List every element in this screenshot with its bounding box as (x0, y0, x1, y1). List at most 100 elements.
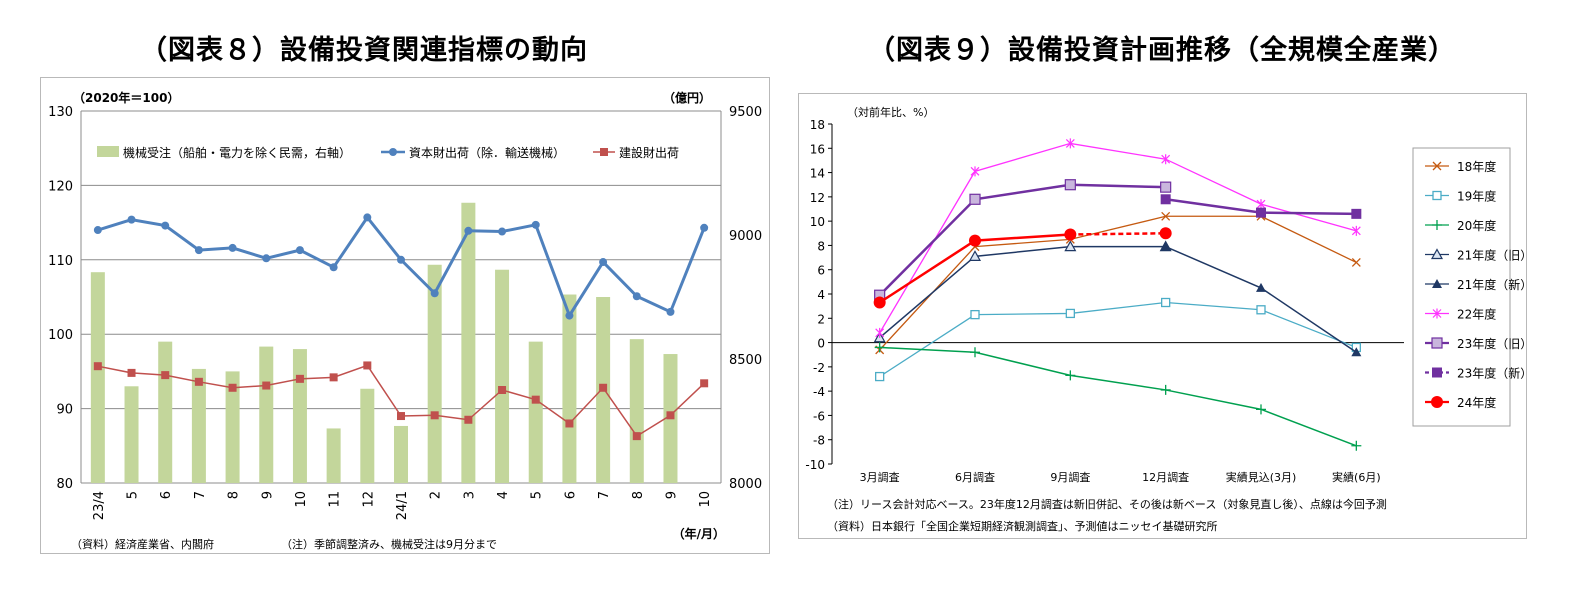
machinery-orders-bar (394, 425, 408, 483)
capital-goods-point (599, 258, 608, 267)
capex-plan-chart-frame: （対前年比、%） （注）リース会計対応ベース。23年度12月調査は新旧併記、その… (798, 93, 1532, 539)
x-tick-label: 9 (260, 491, 275, 499)
y-tick-label-left: 100 (48, 328, 73, 343)
series-point (873, 296, 886, 309)
legend-label: 24年度 (1457, 395, 1496, 410)
legend-construction: 建設財出荷 (619, 145, 679, 160)
y-tick-label: 14 (810, 167, 825, 181)
y-tick-label-left: 130 (48, 105, 73, 120)
y-tick-label: -6 (813, 409, 825, 423)
x-tick-label: 6月調査 (955, 470, 995, 484)
series-point (970, 309, 980, 320)
x-tick-label: 実績見込(3月) (1226, 470, 1297, 484)
series-point (1159, 227, 1172, 240)
construction-point (329, 373, 338, 382)
machinery-orders-bar (90, 272, 105, 483)
series-point (1256, 207, 1266, 218)
series-point (1351, 440, 1362, 451)
construction-point (565, 419, 574, 428)
legend-marker (1430, 248, 1444, 260)
series-point (969, 234, 981, 247)
capital-goods-point (531, 220, 540, 229)
y-tick-label: 16 (810, 142, 825, 156)
legend-marker (1432, 190, 1442, 201)
x-tick-label: 9月調査 (1050, 470, 1090, 484)
capex-indicators-chart-frame: （2020年＝100） （億円） （資料）経済産業省、内閣府 （注）季節調整済み… (40, 77, 770, 554)
y-tick-label: 12 (810, 191, 825, 205)
left-axis-unit: （2020年＝100） (73, 90, 179, 105)
x-tick-label: 12 (361, 491, 376, 508)
legend-marker (1432, 367, 1442, 378)
machinery-orders-bar (124, 386, 139, 483)
right-footnote: （注）リース会計対応ベース。23年度12月調査は新旧併記、その後は新ベース（対象… (827, 497, 1387, 511)
machinery-orders-bar (259, 346, 274, 483)
capital-goods-point (464, 226, 473, 235)
x-tick-label: 12月調査 (1142, 470, 1189, 484)
machinery-orders-bar (292, 349, 307, 483)
capital-goods-point (295, 246, 304, 255)
construction-line (97, 364, 705, 438)
capital-goods-point (262, 254, 271, 263)
series-point (1256, 305, 1266, 315)
legend-label: 22年度 (1457, 307, 1496, 322)
legend-label: 23年度（旧） (1457, 336, 1526, 351)
right-source-note: （資料）日本銀行「全国企業短期経済観測調査」、予測値はニッセイ基礎研究所 (827, 519, 1218, 533)
series-point (1256, 199, 1266, 210)
series-point (1161, 297, 1171, 308)
y-tick-label-right: 8000 (729, 477, 762, 492)
machinery-orders-bar (461, 202, 476, 483)
series-point (875, 371, 885, 382)
legend-label: 19年度 (1457, 189, 1496, 204)
legend-capital-goods: 資本財出荷（除．輸送機械） (409, 145, 565, 160)
series-point (1256, 404, 1266, 415)
legend-marker (1431, 337, 1443, 349)
series-point (1256, 282, 1266, 292)
legend-marker (1431, 396, 1443, 408)
x-tick-label: 実績(6月) (1332, 470, 1381, 484)
x-axis-unit: （年/月） (673, 526, 725, 541)
legend-label: 20年度 (1457, 218, 1496, 233)
series-forecast-line (1070, 232, 1166, 236)
series-point (1160, 384, 1171, 395)
series-point (1065, 138, 1075, 149)
capital-goods-point (127, 215, 136, 224)
x-tick-label: 8 (227, 491, 242, 499)
construction-point (666, 411, 675, 420)
series-point (1064, 179, 1076, 191)
series-point (1065, 308, 1075, 319)
left-source-note: （資料）経済産業省、内閣府 (71, 537, 214, 551)
legend-marker-construction (600, 148, 608, 156)
capital-goods-point (228, 243, 237, 252)
x-tick-label: 3月調査 (860, 470, 900, 484)
x-tick-label: 4 (496, 491, 511, 499)
y-tick-label-right: 8500 (729, 353, 762, 368)
x-tick-label: 10 (294, 491, 309, 508)
x-tick-label: 6 (563, 491, 578, 499)
series-point (874, 342, 885, 353)
series-point (1065, 370, 1076, 381)
construction-point (430, 411, 439, 420)
machinery-orders-bar (528, 341, 543, 483)
capital-goods-point (363, 213, 372, 222)
y-tick-label: 6 (817, 264, 825, 278)
machinery-orders-bar (495, 269, 510, 483)
y-tick-label: -4 (813, 385, 825, 399)
x-tick-label: 8 (631, 491, 646, 499)
legend-marker (1432, 161, 1442, 171)
series-point (1160, 241, 1171, 251)
y-tick-label: 18 (810, 118, 825, 132)
series-line (879, 215, 1357, 351)
y-tick-label-left: 90 (56, 403, 73, 418)
series-line (879, 142, 1357, 334)
y-tick-label-right: 9000 (729, 229, 762, 244)
y-tick-label: -2 (813, 361, 825, 375)
x-tick-label: 24/1 (395, 491, 410, 520)
x-tick-label: 10 (698, 491, 713, 508)
right-legend-box (1412, 147, 1511, 427)
machinery-orders-bar (629, 339, 644, 483)
series-line (878, 183, 1166, 297)
construction-point (127, 368, 136, 377)
series-line (879, 301, 1357, 378)
x-tick-label: 7 (193, 491, 208, 499)
y-tick-label: 4 (817, 288, 825, 302)
